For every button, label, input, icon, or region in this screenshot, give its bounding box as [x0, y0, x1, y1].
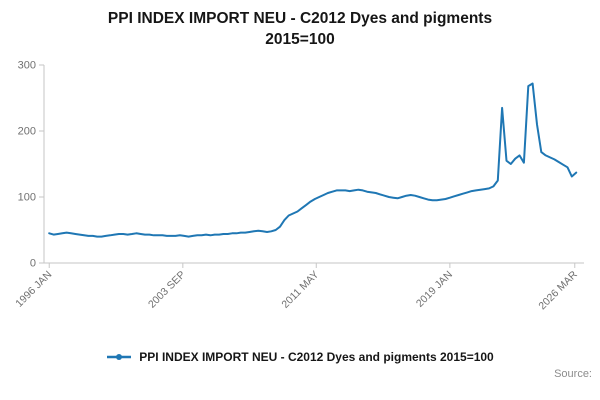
y-tick-label: 300: [18, 59, 36, 71]
y-tick-label: 0: [30, 257, 36, 269]
y-axis: 0 100 200 300: [18, 59, 44, 269]
source-label: Source:: [554, 367, 592, 380]
x-tick-label: 2026 MAR: [536, 268, 580, 312]
x-tick-label: 2011 MAY: [279, 268, 321, 310]
x-tick-label: 1996 JAN: [13, 268, 54, 309]
x-tick-label: 2019 JAN: [414, 268, 455, 309]
y-tick-label: 200: [18, 125, 36, 137]
legend[interactable]: PPI INDEX IMPORT NEU - C2012 Dyes and pi…: [0, 350, 600, 364]
chart-title-line2: 2015=100: [265, 30, 335, 48]
ppi-line-chart: 0 100 200 300 1996 JAN 2003 SEP 2011 MAY 2019 J…: [13, 59, 584, 312]
chart-title: PPI INDEX IMPORT NEU - C2012 Dyes and pi…: [0, 0, 600, 51]
chart-area: 0 100 200 300 1996 JAN 2003 SEP 2011 MAY 2019 J…: [0, 51, 600, 348]
axes: [43, 64, 584, 264]
legend-line-marker-icon: [107, 353, 132, 360]
y-tick-label: 100: [18, 191, 36, 203]
x-axis: 1996 JAN 2003 SEP 2011 MAY 2019 JAN 2026 MAR: [13, 262, 580, 312]
series-line: [48, 82, 578, 238]
x-tick-label: 2003 SEP: [146, 268, 188, 310]
chart-title-line1: PPI INDEX IMPORT NEU - C2012 Dyes and pi…: [107, 10, 493, 27]
legend-label: PPI INDEX IMPORT NEU - C2012 Dyes and pi…: [139, 349, 494, 364]
